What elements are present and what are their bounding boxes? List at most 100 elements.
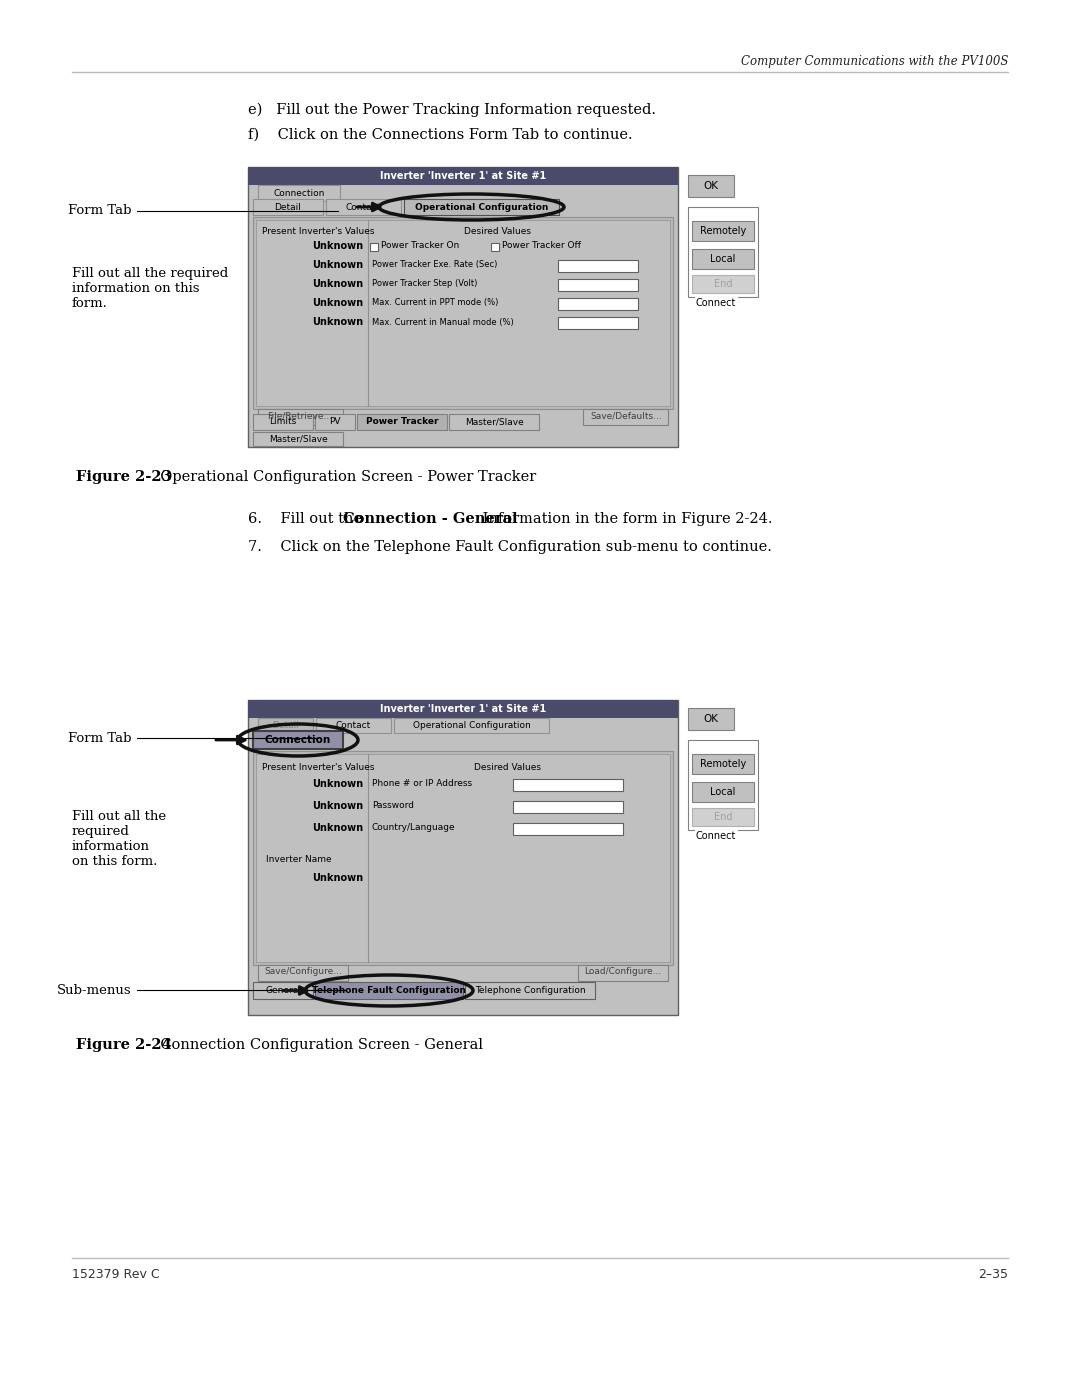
Text: Form Tab: Form Tab [68, 732, 132, 745]
Bar [558, 298, 638, 310]
Bar [692, 782, 754, 802]
Text: Inverter 'Inverter 1' at Site #1: Inverter 'Inverter 1' at Site #1 [380, 704, 546, 714]
Bar [253, 414, 313, 430]
Text: Power Tracker Step (Volt): Power Tracker Step (Volt) [372, 279, 477, 289]
Bar [558, 279, 638, 291]
Bar [578, 965, 669, 981]
Text: Form Tab: Form Tab [68, 204, 132, 218]
Text: Operational Configuration: Operational Configuration [415, 203, 549, 211]
Text: f)    Click on the Connections Form Tab to continue.: f) Click on the Connections Form Tab to … [248, 129, 633, 142]
Text: Telephone Fault Configuration: Telephone Fault Configuration [312, 986, 465, 995]
Bar [513, 823, 623, 835]
Text: Connection Configuration Screen - General: Connection Configuration Screen - Genera… [151, 1038, 483, 1052]
Bar [253, 217, 673, 409]
Bar [370, 243, 378, 251]
Bar [248, 700, 678, 718]
Bar [449, 414, 539, 430]
Text: Desired Values: Desired Values [474, 764, 541, 773]
Text: Detail: Detail [272, 721, 299, 731]
Text: 7.    Click on the Telephone Fault Configuration sub-menu to continue.: 7. Click on the Telephone Fault Configur… [248, 541, 772, 555]
Text: Figure 2-24: Figure 2-24 [76, 1038, 172, 1052]
Bar [583, 409, 669, 425]
Text: End: End [714, 812, 732, 821]
Text: Master/Slave: Master/Slave [269, 434, 327, 443]
Text: Unknown: Unknown [312, 298, 363, 307]
Bar [688, 740, 758, 830]
Text: Present Inverter's Values: Present Inverter's Values [261, 228, 375, 236]
Bar [253, 432, 343, 446]
Text: e)   Fill out the Power Tracking Information requested.: e) Fill out the Power Tracking Informati… [248, 103, 656, 117]
Text: 6.    Fill out the: 6. Fill out the [248, 511, 367, 527]
Text: Inverter Name: Inverter Name [266, 855, 332, 865]
Text: PV: PV [329, 418, 341, 426]
Bar [256, 754, 670, 963]
Bar [256, 219, 670, 407]
Bar [253, 752, 673, 965]
Text: Max. Current in Manual mode (%): Max. Current in Manual mode (%) [372, 317, 514, 327]
Text: OK: OK [703, 182, 718, 191]
Text: Connection - General: Connection - General [343, 511, 517, 527]
Text: Load/Configure...: Load/Configure... [584, 968, 662, 977]
Text: Telephone Configuration: Telephone Configuration [475, 986, 585, 995]
Bar [688, 708, 734, 731]
Text: Connection: Connection [265, 735, 332, 745]
Bar [253, 731, 343, 749]
Text: OK: OK [703, 714, 718, 724]
Text: Power Tracker Exe. Rate (Sec): Power Tracker Exe. Rate (Sec) [372, 260, 498, 270]
Text: Operational Configuration Screen - Power Tracker: Operational Configuration Screen - Power… [151, 469, 537, 483]
Bar [692, 249, 754, 270]
Bar [513, 780, 623, 791]
Bar [558, 317, 638, 330]
Text: 152379 Rev C: 152379 Rev C [72, 1268, 160, 1281]
Text: Connect: Connect [696, 831, 737, 841]
Bar [248, 168, 678, 447]
Text: Connection: Connection [273, 189, 325, 197]
Text: Fill out all the
required
information
on this form.: Fill out all the required information on… [72, 810, 166, 868]
Bar [248, 168, 678, 184]
Bar [491, 243, 499, 251]
Bar [692, 275, 754, 293]
Bar [692, 221, 754, 242]
Text: Max. Current in PPT mode (%): Max. Current in PPT mode (%) [372, 299, 498, 307]
Bar [688, 175, 734, 197]
Bar [248, 700, 678, 1016]
Text: Present Inverter's Values: Present Inverter's Values [261, 764, 375, 773]
Text: Phone # or IP Address: Phone # or IP Address [372, 780, 472, 788]
Text: Power Tracker Off: Power Tracker Off [502, 242, 581, 250]
Text: Desired Values: Desired Values [464, 228, 531, 236]
Bar [326, 198, 401, 215]
Text: Remotely: Remotely [700, 759, 746, 768]
Text: Unknown: Unknown [312, 279, 363, 289]
Text: 2–35: 2–35 [978, 1268, 1008, 1281]
Bar [258, 184, 340, 201]
Bar [315, 982, 463, 999]
Text: Figure 2-23: Figure 2-23 [76, 469, 172, 483]
Bar [253, 198, 323, 215]
Text: Unknown: Unknown [312, 260, 363, 270]
Bar [316, 718, 391, 733]
Text: Computer Communications with the PV100S: Computer Communications with the PV100S [741, 56, 1008, 68]
Text: Save/Configure...: Save/Configure... [265, 968, 342, 977]
Bar [394, 718, 549, 733]
Text: Master/Slave: Master/Slave [464, 418, 524, 426]
Text: Remotely: Remotely [700, 226, 746, 236]
Text: Country/Language: Country/Language [372, 823, 456, 833]
Text: Password: Password [372, 802, 414, 810]
Bar [315, 414, 355, 430]
Bar [357, 414, 447, 430]
Text: End: End [714, 279, 732, 289]
Bar [258, 965, 348, 981]
Bar [558, 260, 638, 272]
Bar [258, 718, 313, 733]
Text: Contact: Contact [336, 721, 372, 731]
Text: Inverter 'Inverter 1' at Site #1: Inverter 'Inverter 1' at Site #1 [380, 170, 546, 182]
Text: Unknown: Unknown [312, 873, 363, 883]
Text: Unknown: Unknown [312, 800, 363, 812]
Text: Unknown: Unknown [312, 823, 363, 833]
Text: Local: Local [711, 787, 735, 798]
Text: Power Tracker On: Power Tracker On [381, 242, 459, 250]
Text: Power Tracker: Power Tracker [366, 418, 438, 426]
Bar [513, 800, 623, 813]
Bar [688, 207, 758, 298]
Bar [253, 982, 313, 999]
